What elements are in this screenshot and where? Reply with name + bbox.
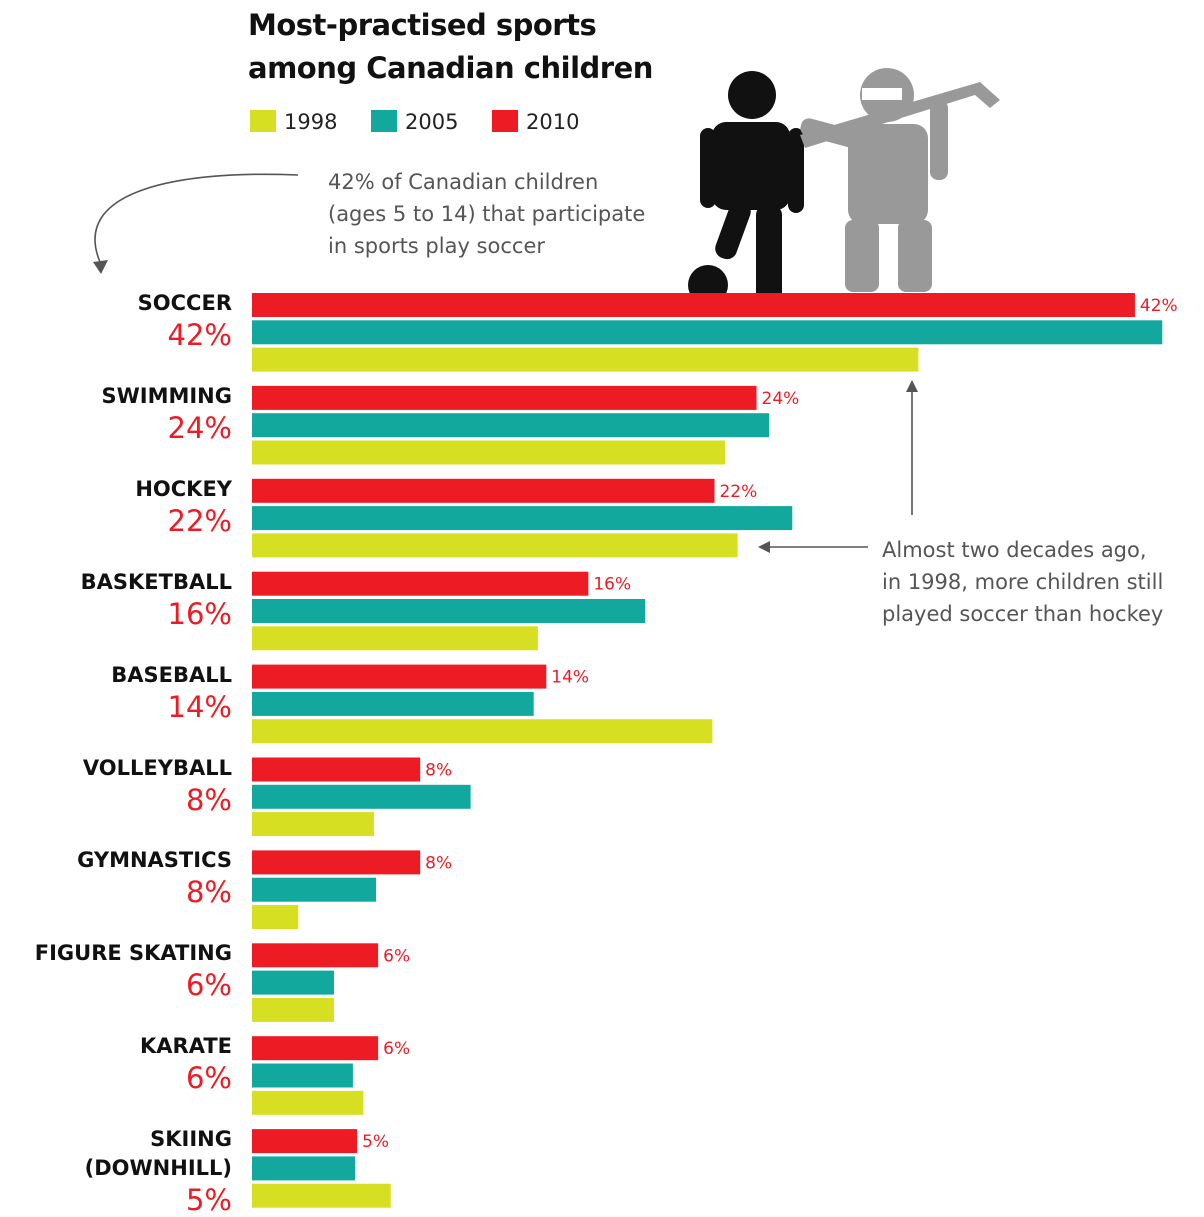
bar — [252, 1183, 391, 1208]
arrowhead — [758, 541, 770, 553]
arrowheads — [93, 260, 918, 553]
category-value-label: 5% — [185, 1183, 232, 1217]
bar — [252, 533, 738, 558]
value-label: 8% — [425, 761, 452, 781]
bar — [252, 293, 1135, 317]
value-label: 14% — [551, 668, 589, 688]
category-label: SWIMMING — [101, 383, 232, 408]
bar — [252, 877, 377, 902]
category-label: FIGURE SKATING — [34, 941, 232, 966]
category-value-label: 14% — [167, 689, 232, 724]
value-label: 6% — [383, 946, 410, 966]
category-value-label: 42% — [167, 318, 232, 352]
annotation-line: played soccer than hockey — [882, 602, 1164, 626]
category-label: GYMNASTICS — [77, 848, 232, 873]
category-label: KARATE — [140, 1034, 232, 1059]
hockey-player-icon — [800, 68, 1000, 292]
category-label: HOCKEY — [135, 476, 232, 501]
bar — [252, 385, 757, 410]
arrowhead — [93, 260, 108, 274]
category-label: VOLLEYBALL — [82, 755, 232, 780]
chart-title: Most-practised sports among Canadian chi… — [248, 8, 653, 85]
category-value-label: 8% — [185, 875, 232, 910]
bar — [252, 571, 589, 596]
annotation-line: (ages 5 to 14) that participate — [328, 202, 646, 226]
bar — [252, 691, 534, 716]
bar — [252, 905, 299, 929]
legend-swatch — [371, 110, 397, 132]
legend-swatch — [250, 110, 276, 132]
legend-swatch — [492, 110, 518, 132]
bar — [252, 850, 421, 875]
category-value-label: 24% — [167, 410, 232, 445]
category-label: BASEBALL — [111, 662, 232, 687]
bar — [252, 478, 715, 503]
bar — [252, 997, 334, 1022]
value-label: 22% — [719, 482, 757, 502]
category-label: BASKETBALL — [80, 569, 232, 594]
annotation-line: in sports play soccer — [328, 234, 545, 258]
category-value-label: 6% — [185, 1061, 232, 1096]
bar — [252, 719, 713, 744]
bar — [252, 440, 725, 465]
legend-label: 2005 — [405, 110, 458, 134]
bar — [252, 1063, 353, 1088]
arrows — [94, 173, 913, 548]
category-label: SOCCER — [137, 291, 232, 315]
value-label: 6% — [383, 1039, 410, 1059]
bar — [252, 943, 379, 968]
annotation-line: 42% of Canadian children — [328, 170, 599, 194]
value-label: 16% — [593, 575, 631, 595]
category-value-label: 6% — [185, 968, 232, 1003]
bar — [252, 784, 471, 809]
category-value-label: 16% — [167, 596, 232, 631]
annotation: 42% of Canadian children (ages 5 to 14) t… — [328, 166, 645, 262]
bar — [252, 1129, 358, 1154]
bar — [252, 970, 334, 995]
arrow — [94, 173, 299, 263]
category-label: SKIING (DOWNHILL) — [84, 1127, 232, 1181]
legend-label: 1998 — [284, 110, 337, 134]
bar — [252, 664, 547, 689]
bar — [252, 812, 374, 837]
bar — [252, 757, 421, 782]
annotation: Almost two decades ago, in 1998, more chi… — [882, 534, 1163, 630]
arrowhead — [906, 380, 918, 392]
bar — [252, 1090, 364, 1115]
value-label: 8% — [425, 853, 452, 873]
bar — [252, 320, 1163, 345]
value-label: 5% — [362, 1132, 389, 1152]
bar — [252, 506, 793, 531]
value-label: 24% — [762, 389, 800, 409]
value-label: 42% — [1140, 296, 1178, 316]
annotation-line: in 1998, more children still — [882, 570, 1164, 594]
soccer-player-icon — [688, 71, 804, 305]
bar — [252, 347, 919, 372]
bar — [252, 599, 646, 623]
bar — [252, 1036, 379, 1061]
bar — [252, 1156, 356, 1181]
bar — [252, 626, 538, 651]
category-value-label: 22% — [167, 503, 232, 538]
legend-label: 2010 — [526, 110, 579, 134]
bar — [252, 413, 770, 438]
annotation-line: Almost two decades ago, — [882, 538, 1147, 562]
category-value-label: 8% — [185, 782, 232, 817]
